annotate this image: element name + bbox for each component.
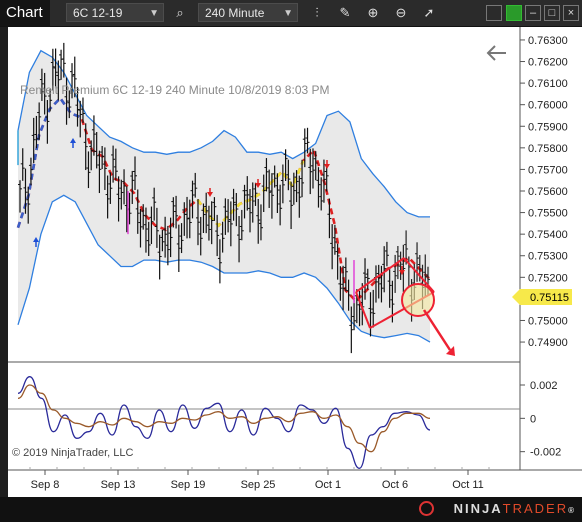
time-tick-label: Sep 8 (31, 479, 60, 491)
price-tick-label: 0.75300 (528, 251, 568, 263)
ninjatrader-logo-icon (419, 501, 434, 516)
time-tick-label: Oct 11 (452, 479, 484, 491)
search-icon[interactable]: ⌕ (176, 5, 184, 20)
link-color-icon[interactable] (506, 5, 522, 21)
price-tick-label: 0.75000 (528, 315, 568, 327)
price-tick-label: 0.75200 (528, 272, 568, 284)
chart-title: Remelt Premium 6C 12-19 240 Minute 10/8/… (20, 83, 330, 97)
time-tick-label: Oct 6 (382, 479, 408, 491)
osc-tick-label: 0.002 (530, 380, 558, 392)
buy-arrow-icon (70, 138, 76, 143)
price-tick-label: 0.75700 (528, 164, 568, 176)
osc-tick-label: -0.002 (530, 447, 561, 459)
maximize-icon[interactable]: □ (544, 5, 560, 21)
zoom-in-icon[interactable]: ⊕ (367, 5, 379, 20)
instrument-selector[interactable]: 6C 12-19 ▼ (66, 3, 164, 22)
minimize-icon[interactable]: – (525, 5, 541, 21)
price-axis (520, 27, 582, 497)
price-tick-label: 0.75800 (528, 143, 568, 155)
chevron-down-icon: ▼ (149, 8, 159, 19)
instrument-value: 6C 12-19 (73, 6, 123, 20)
chart-toolbar: Chart 6C 12-19 ▼ ⌕ 240 Minute ▼ ⫶ ✎ ⊕ ⊖ … (0, 0, 582, 27)
interval-selector[interactable]: 240 Minute ▼ (198, 3, 298, 22)
buy-arrow-icon (33, 237, 39, 242)
price-tick-label: 0.76000 (528, 100, 568, 112)
price-tick-label: 0.75900 (528, 121, 568, 133)
footer-bar: NINJATRADER® (0, 497, 582, 522)
copyright-text: © 2019 NinjaTrader, LLC (12, 447, 133, 459)
brand-logo: NINJATRADER® (453, 501, 576, 516)
price-tick-label: 0.74900 (528, 337, 568, 349)
sell-arrow-icon (207, 192, 213, 197)
interval-value: 240 Minute (205, 6, 265, 20)
time-tick-label: Sep 19 (171, 479, 206, 491)
upper-band-line (17, 49, 430, 218)
price-tick-label: 0.75600 (528, 186, 568, 198)
oscillator-fast-line (17, 376, 431, 469)
sell-arrow-icon (399, 270, 405, 275)
channel-annotation (355, 257, 455, 356)
window-title: Chart (0, 0, 50, 26)
price-tick-label: 0.75500 (528, 208, 568, 220)
price-tick-label: 0.76100 (528, 78, 568, 90)
close-icon[interactable]: × (563, 5, 579, 21)
bar-type-icon[interactable]: ⫶ (315, 5, 319, 20)
zoom-out-icon[interactable]: ⊖ (395, 5, 407, 20)
svg-text:0.75115: 0.75115 (530, 292, 569, 304)
chart-canvas[interactable]: 0.76300 0.76200 0.76100 0.76000 0.75900 0.758… (0, 0, 582, 497)
oscillator-slow-line (17, 384, 431, 453)
pencil-icon[interactable]: ✎ (339, 5, 351, 20)
sell-arrow-icon (255, 183, 261, 188)
back-arrow-icon[interactable] (486, 45, 506, 61)
window-option-icon[interactable] (486, 5, 502, 21)
price-tick-label: 0.75400 (528, 229, 568, 241)
time-tick-label: Sep 13 (101, 479, 136, 491)
price-tick-label: 0.76300 (528, 35, 568, 47)
price-tick-label: 0.76200 (528, 57, 568, 69)
time-tick-label: Sep 25 (241, 479, 276, 491)
time-tick-label: Oct 1 (315, 479, 341, 491)
bollinger-fill (18, 50, 430, 343)
last-price-marker: 0.75115 (512, 289, 572, 305)
chevron-down-icon: ▼ (283, 8, 293, 19)
pointer-icon[interactable]: ➚ (423, 5, 435, 20)
lower-band-line (17, 194, 431, 343)
osc-tick-label: 0 (530, 413, 536, 425)
sell-arrow-icon (324, 164, 330, 169)
